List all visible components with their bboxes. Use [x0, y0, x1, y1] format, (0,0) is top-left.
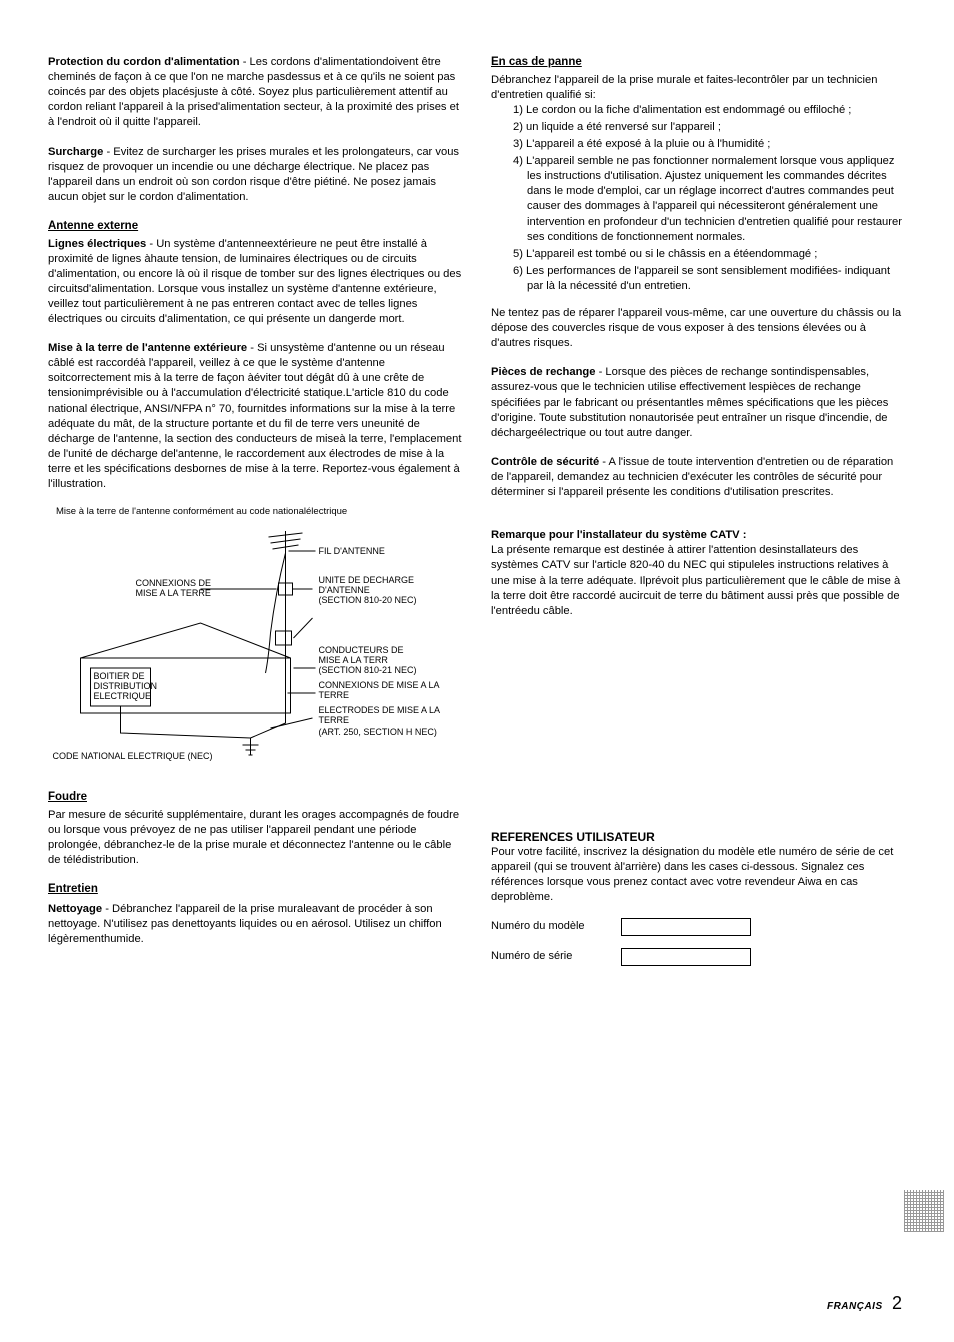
- diag-label-box3: ELECTRIQUE: [94, 691, 152, 701]
- bold-surcharge: Surcharge: [48, 146, 103, 158]
- para-pieces: Pièces de rechange - Lorsque des pièces …: [491, 365, 906, 441]
- qr-code-icon: [904, 1190, 944, 1232]
- panne-item-1: 1) Le cordon ou la fiche d'alimentation …: [513, 103, 906, 118]
- panne-item-3: 3) L'appareil a été exposé à la pluie ou…: [513, 137, 906, 152]
- left-column: Protection du cordon d'alimentation - Le…: [48, 55, 463, 966]
- diag-label-box2: DISTRIBUTION: [94, 681, 158, 691]
- text-mise-terre: - Si unsystème d'antenne ou un réseau câ…: [48, 342, 461, 490]
- panne-item-5: 5) L'appareil est tombé ou si le châssis…: [513, 247, 906, 262]
- text-lignes: - Un système d'antenneextérieure ne peut…: [48, 238, 461, 326]
- form-row-serial: Numéro de série: [491, 948, 906, 966]
- diag-label-unite2: D'ANTENNE: [319, 585, 370, 595]
- diag-label-conn2a: CONNEXIONS DE MISE A LA: [319, 680, 440, 690]
- diag-label-conn1a: CONNEXIONS DE: [136, 578, 212, 588]
- antenna-grounding-diagram: FIL D'ANTENNE CONNEXIONS DE MISE A LA TE…: [48, 523, 463, 763]
- diag-label-cond3: (SECTION 810-21 NEC): [319, 665, 417, 675]
- heading-antenne: Antenne externe: [48, 219, 463, 235]
- form-row-model: Numéro du modèle: [491, 918, 906, 936]
- bold-pieces: Pièces de rechange: [491, 366, 595, 378]
- text-surcharge: - Evitez de surcharger les prises murale…: [48, 146, 459, 203]
- right-column: En cas de panne Débranchez l'appareil de…: [491, 55, 906, 966]
- diag-label-elec1: ELECTRODES DE MISE A LA: [319, 705, 441, 715]
- bold-mise-terre: Mise à la terre de l'antenne extérieure: [48, 342, 247, 354]
- bold-lignes: Lignes électriques: [48, 238, 146, 250]
- para-catv: Remarque pour l'installateur du système …: [491, 528, 906, 619]
- para-foudre: Par mesure de sécurité supplémentaire, d…: [48, 808, 463, 868]
- diag-label-unite3: (SECTION 810-20 NEC): [319, 595, 417, 605]
- page: Protection du cordon d'alimentation - Le…: [0, 0, 954, 1342]
- panne-item-4: 4) L'appareil semble ne pas fonctionner …: [513, 154, 906, 245]
- footer-page-number: 2: [892, 1293, 902, 1313]
- heading-entretien: Entretien: [48, 882, 463, 898]
- para-lignes: Lignes électriques - Un système d'antenn…: [48, 237, 463, 328]
- panne-item-2: 2) un liquide a été renversé sur l'appar…: [513, 120, 906, 135]
- input-model-number[interactable]: [621, 918, 751, 936]
- diag-label-code: CODE NATIONAL ELECTRIQUE (NEC): [53, 751, 213, 761]
- text-nettoyage: - Débranchez l'appareil de la prise mura…: [48, 903, 442, 945]
- page-footer: FRANÇAIS 2: [827, 1293, 902, 1314]
- diag-label-conn2b: TERRE: [319, 690, 350, 700]
- heading-panne: En cas de panne: [491, 55, 906, 71]
- para-references: Pour votre facilité, inscrivez la désign…: [491, 845, 906, 905]
- bold-protection: Protection du cordon d'alimentation: [48, 56, 240, 68]
- bold-catv: Remarque pour l'installateur du système …: [491, 528, 906, 543]
- diag-label-unite1: UNITE DE DECHARGE: [319, 575, 415, 585]
- diag-label-box1: BOITIER DE: [94, 671, 145, 681]
- bold-nettoyage: Nettoyage: [48, 903, 102, 915]
- label-model: Numéro du modèle: [491, 919, 621, 934]
- diag-label-elec2: TERRE: [319, 715, 350, 725]
- heading-foudre: Foudre: [48, 790, 463, 806]
- para-reparer: Ne tentez pas de réparer l'appareil vous…: [491, 306, 906, 351]
- label-serial: Numéro de série: [491, 949, 621, 964]
- para-surcharge: Surcharge - Evitez de surcharger les pri…: [48, 145, 463, 205]
- bold-controle: Contrôle de sécurité: [491, 456, 599, 468]
- diag-label-cond1: CONDUCTEURS DE: [319, 645, 404, 655]
- para-nettoyage: Nettoyage - Débranchez l'appareil de la …: [48, 902, 463, 947]
- diag-label-fil: FIL D'ANTENNE: [319, 546, 385, 556]
- two-column-layout: Protection du cordon d'alimentation - Le…: [48, 55, 906, 966]
- para-mise-terre: Mise à la terre de l'antenne extérieure …: [48, 341, 463, 492]
- heading-references: REFERENCES UTILISATEUR: [491, 829, 906, 845]
- diagram-caption: Mise à la terre de l'antenne conformémen…: [56, 506, 463, 519]
- diag-label-cond2: MISE A LA TERR: [319, 655, 389, 665]
- diag-label-conn1b: MISE A LA TERRE: [136, 588, 211, 598]
- panne-item-6: 6) Les performances de l'appareil se son…: [513, 264, 906, 294]
- text-catv: La présente remarque est destinée à atti…: [491, 544, 900, 616]
- para-controle: Contrôle de sécurité - A l'issue de tout…: [491, 455, 906, 500]
- diag-label-art: (ART. 250, SECTION H NEC): [319, 727, 437, 737]
- para-panne-intro: Débranchez l'appareil de la prise murale…: [491, 73, 906, 103]
- panne-list: 1) Le cordon ou la fiche d'alimentation …: [491, 103, 906, 294]
- para-protection: Protection du cordon d'alimentation - Le…: [48, 55, 463, 131]
- input-serial-number[interactable]: [621, 948, 751, 966]
- footer-language: FRANÇAIS: [827, 1301, 883, 1312]
